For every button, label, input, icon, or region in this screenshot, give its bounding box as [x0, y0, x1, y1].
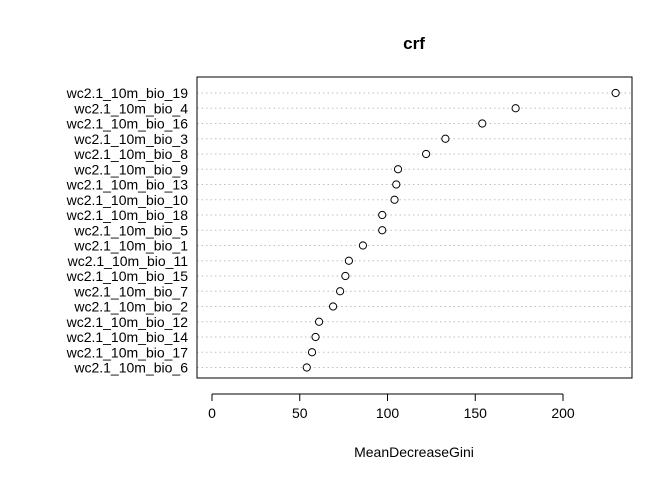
- data-point: [307, 348, 317, 357]
- x-tick-label: 100: [376, 405, 400, 421]
- x-tick-label: 50: [292, 405, 308, 421]
- data-point: [378, 226, 387, 235]
- data-point: [302, 363, 311, 372]
- x-axis-title: MeanDecreaseGini: [354, 444, 474, 460]
- data-point: [328, 302, 338, 311]
- data-point: [511, 104, 520, 113]
- data-point: [314, 317, 324, 326]
- category-label: wc2.1_10m_bio_7: [73, 283, 188, 299]
- data-point: [358, 241, 368, 250]
- category-label: wc2.1_10m_bio_6: [73, 360, 188, 376]
- x-axis: 0 50 100 150 200: [208, 393, 575, 421]
- x-tick-label: 0: [208, 405, 216, 421]
- data-point: [341, 271, 350, 281]
- category-label: wc2.1_10m_bio_8: [73, 146, 188, 162]
- category-label: wc2.1_10m_bio_19: [66, 85, 189, 101]
- category-label: wc2.1_10m_bio_14: [66, 329, 189, 345]
- category-label: wc2.1_10m_bio_1: [73, 238, 188, 254]
- data-point: [441, 134, 450, 143]
- data-point: [336, 287, 345, 296]
- plot-frame: [196, 76, 633, 379]
- category-label: wc2.1_10m_bio_18: [66, 207, 189, 223]
- data-point: [344, 256, 353, 265]
- grid-lines: [197, 92, 632, 368]
- category-label: wc2.1_10m_bio_3: [73, 131, 188, 147]
- x-axis-ticks: 0 50 100 150 200: [208, 394, 575, 421]
- data-points: [302, 88, 620, 372]
- category-label: wc2.1_10m_bio_16: [66, 116, 189, 132]
- category-label: wc2.1_10m_bio_15: [66, 268, 189, 284]
- category-label: wc2.1_10m_bio_10: [66, 192, 189, 208]
- category-label: wc2.1_10m_bio_12: [66, 314, 189, 330]
- category-label: wc2.1_10m_bio_11: [67, 253, 189, 269]
- category-label: wc2.1_10m_bio_9: [73, 161, 188, 177]
- data-point: [311, 332, 320, 342]
- category-label: wc2.1_10m_bio_2: [73, 299, 188, 315]
- category-label: wc2.1_10m_bio_4: [73, 100, 188, 116]
- category-label: wc2.1_10m_bio_13: [66, 177, 189, 193]
- category-labels: wc2.1_10m_bio_19wc2.1_10m_bio_4wc2.1_10m…: [66, 85, 189, 376]
- data-point: [393, 165, 403, 174]
- data-point: [611, 88, 620, 98]
- data-point: [478, 119, 487, 128]
- category-label: wc2.1_10m_bio_17: [66, 344, 189, 360]
- data-point: [390, 195, 399, 204]
- data-point: [378, 210, 387, 220]
- data-point: [392, 180, 401, 189]
- data-point: [422, 149, 431, 159]
- x-tick-label: 200: [551, 405, 575, 421]
- category-label: wc2.1_10m_bio_5: [73, 222, 188, 238]
- chart-title: crf: [403, 34, 425, 53]
- x-tick-label: 150: [464, 405, 488, 421]
